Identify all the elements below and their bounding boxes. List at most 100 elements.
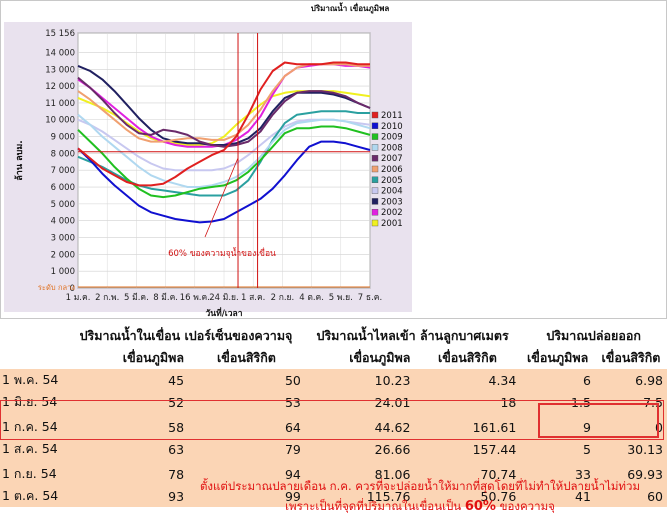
legend-swatch [371,154,379,162]
legend-swatch [371,176,379,184]
cell: 99 [188,485,305,507]
x-tick-label: 4 ต.ค. [299,293,324,303]
series-line-2009 [77,125,371,199]
bottom-level-label: ระดับ กลาง [38,283,75,292]
legend-swatch [371,198,379,205]
header-date [0,325,68,347]
y-tick-label: 1 000 [51,267,75,277]
table-subheader-row: เขื่อนภูมิพล เขื่อนสิริกิต เขื่อนภูมิพล … [0,347,667,369]
reservoir-table: ปริมาณน้ำในเขื่อน เปอร์เซ็นของความจุ ปริ… [0,325,667,507]
note-line-2-pct: 60% [464,499,496,514]
legend-label: 2009 [381,133,403,143]
note: ตั้งแต่ประมาณปลายเดือน ก.ค. ควรที่จะปล่อ… [180,476,660,517]
subheader-sirikit-capacity: เขื่อนสิริกิต [188,347,305,369]
subheader-date [0,347,68,369]
cell: 161.61 [414,416,521,438]
note-line-2-suffix: ของความจุ [499,499,555,513]
subheader-sirikit-release: เขื่อนสิริกิต [594,347,667,369]
y-tick-label: 15 156 [45,29,75,39]
table-row: 1 พ.ค. 54 45 50 10.23 4.34 6 6.98 [0,369,667,391]
legend-label: 2004 [381,187,403,197]
row-date: 1 ก.ค. 54 [0,416,68,438]
row-date: 1 ส.ค. 54 [0,438,68,460]
cell: 78 [67,463,189,485]
legend-label: 2002 [381,208,403,218]
legend-label: 2006 [381,165,403,175]
cell: 70.74 [414,463,521,485]
x-tick-label: 1 ส.ค. [241,293,265,303]
cell: 6.98 [594,369,667,391]
y-tick-label: 5 000 [51,200,75,210]
chart: ปริมาณน้ำ เขื่อนภูมิพล 0 1 000 2 000 3 000 4 … [0,0,667,319]
subheader-bhumibol-release: เขื่อนภูมิพล [520,347,595,369]
cell: 4.34 [414,369,521,391]
legend-label: 2008 [381,143,403,153]
series-line-2010 [77,140,371,224]
cell: 10.23 [304,369,415,391]
legend-swatch [371,219,379,227]
cell: 0 [594,416,667,438]
cell: 60 [594,485,667,507]
legend-label: 2003 [381,197,403,207]
annotation-arrow [204,157,239,238]
y-tick-label: 6 000 [51,183,75,193]
header-capacity: ปริมาณน้ำในเขื่อน เปอร์เซ็นของความจุ [67,325,305,347]
legend-swatch [371,165,379,173]
cell: 94 [188,463,305,485]
legend-swatch [371,187,379,194]
y-tick-label: 13 000 [45,65,75,75]
table-row: 1 ต.ค. 54 93 99 115.76 50.76 41 60 [0,485,667,507]
legend-label: 2005 [381,176,403,186]
row-date: 1 มิ.ย. 54 [0,391,68,413]
note-line-2: เพราะเป็นที่จุดที่ปริมาณในเขื่อนเป็น 60%… [180,496,660,517]
cell: 6 [520,369,595,391]
x-tick-label: 8 มี.ค. [153,292,178,303]
x-tick-label: 2 ก.ย. [271,293,295,303]
series-line-2003 [77,64,371,146]
cell: 5 [520,438,595,460]
row-spacer [0,460,667,463]
y-tick-label: 0 [70,284,75,294]
y-tick-label: 10 000 [45,116,75,126]
table-row: 1 มิ.ย. 54 52 53 24.01 18 1.5 7.5 [0,391,667,413]
cell: 79 [188,438,305,460]
legend-swatch [371,133,379,140]
subheader-bhumibol-capacity: เขื่อนภูมิพล [67,347,189,369]
table-row: 1 ส.ค. 54 63 79 26.66 157.44 5 30.13 [0,438,667,460]
cell: 52 [67,391,189,413]
note-line-1: ตั้งแต่ประมาณปลายเดือน ก.ค. ควรที่จะปล่อ… [199,479,641,493]
legend-swatch [371,111,379,119]
y-tick-label: 4 000 [51,217,75,227]
x-axis-label: วันที่/เวลา [206,306,243,319]
cell: 58 [67,416,189,438]
row-date: 1 พ.ค. 54 [0,369,68,391]
cell: 9 [520,416,595,438]
cell: 115.76 [304,485,415,507]
x-tick-label: 5 มี.ค. [124,292,149,303]
annotation-label: 60% ของความจุน้ำของเขื่อน [168,247,276,259]
table-header-row: ปริมาณน้ำในเขื่อน เปอร์เซ็นของความจุ ปริ… [0,325,667,347]
table-row: 1 ก.ค. 54 58 64 44.62 161.61 9 0 [0,416,667,438]
cell: 1.5 [520,391,595,413]
cell: 18 [414,391,521,413]
legend-label: 2007 [381,154,403,164]
header-release: ปริมาณปล่อยออก [520,325,667,347]
cell: 81.06 [304,463,415,485]
x-tick-label: 2 ก.พ. [95,293,119,303]
cell: 50 [188,369,305,391]
legend-label: 2010 [381,122,403,132]
subheader-bhumibol-inflow: เขื่อนภูมิพล [304,347,415,369]
row-date: 1 ต.ค. 54 [0,485,68,507]
x-tick-label: 24 มิ.ย. [209,293,239,303]
y-tick-label: 9 000 [51,133,75,143]
x-tick-label: 5 พ.ย. [329,293,353,303]
series-line-2005 [77,110,370,197]
series-line-2007 [77,76,371,148]
legend-swatch [371,144,379,151]
x-tick-label: 7 ธ.ค. [358,293,382,303]
cell: 64 [188,416,305,438]
cell: 63 [67,438,189,460]
row-date: 1 ก.ย. 54 [0,463,68,485]
cell: 30.13 [594,438,667,460]
cell: 41 [520,485,595,507]
